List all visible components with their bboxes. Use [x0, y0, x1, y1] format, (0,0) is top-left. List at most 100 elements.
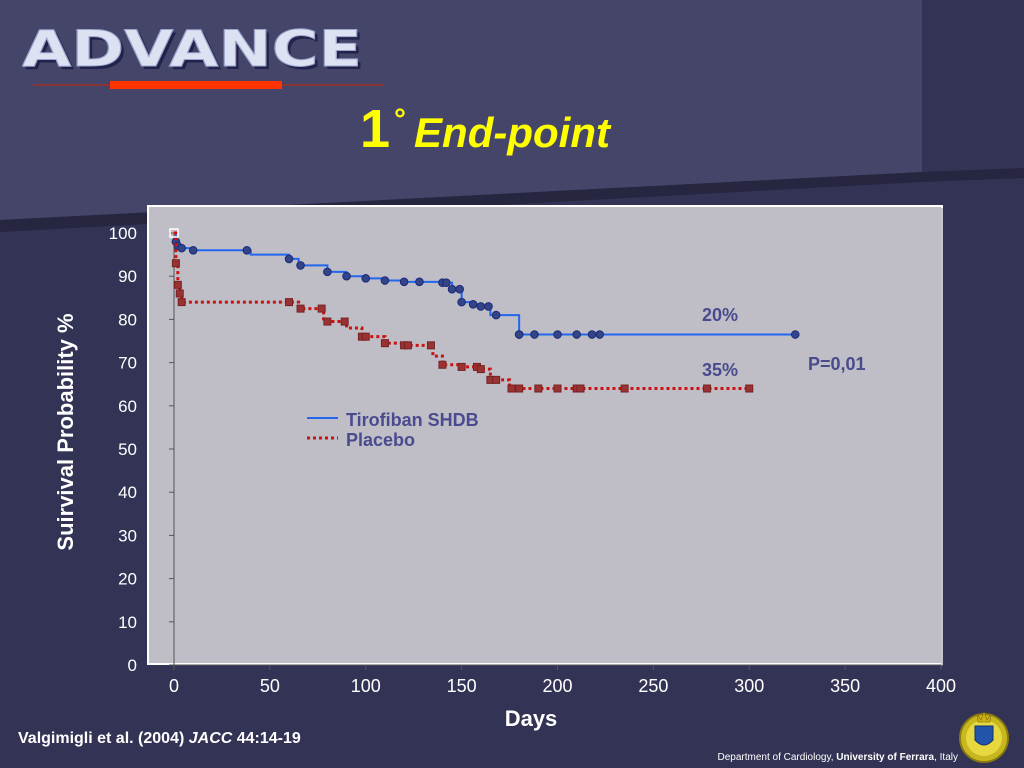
advance-logo: ADVANCE ADVANCE	[22, 20, 384, 89]
censor-marker-placebo	[703, 384, 712, 393]
logo-text: ADVANCE	[22, 20, 362, 78]
censor-marker-tirofiban	[242, 245, 252, 255]
x-tick-label: 150	[447, 676, 477, 696]
censor-marker-tirofiban	[476, 302, 486, 311]
series-layer	[169, 228, 800, 393]
censor-marker-placebo	[426, 341, 435, 350]
dept-university: University of Ferrara	[836, 752, 935, 763]
censor-marker-placebo	[177, 298, 186, 307]
censor-marker-placebo	[171, 259, 180, 268]
dept-suffix: , Italy	[934, 752, 958, 763]
censor-marker-placebo	[403, 341, 412, 350]
censor-marker-placebo	[620, 384, 629, 393]
censor-marker-tirofiban	[342, 271, 351, 281]
censor-marker-placebo	[492, 375, 501, 384]
censor-marker-placebo	[285, 298, 294, 307]
y-tick-label: 10	[118, 613, 137, 632]
censor-marker-tirofiban	[296, 261, 305, 270]
censor-marker-tirofiban	[380, 276, 390, 285]
censor-marker-placebo	[745, 384, 754, 393]
citation-prefix: Valgimigli et al. (2004)	[18, 730, 189, 747]
censor-marker-tirofiban	[415, 277, 424, 287]
x-tick-label: 100	[351, 676, 381, 696]
legend: Tirofiban SHDB Placebo	[307, 410, 479, 450]
censor-marker-placebo	[380, 339, 389, 348]
citation: Valgimigli et al. (2004) JACC 44:14-19	[18, 730, 301, 748]
censor-marker-placebo	[476, 365, 485, 374]
y-tick-label: 60	[118, 397, 137, 416]
dept-prefix: Department of Cardiology,	[717, 752, 837, 763]
censor-marker-placebo	[173, 280, 182, 289]
citation-suffix: 44:14-19	[232, 730, 301, 747]
title-number: 1	[360, 99, 391, 159]
censor-marker-tirofiban	[323, 267, 332, 277]
x-axis-title: Days	[505, 706, 558, 731]
censor-marker-tirofiban	[595, 330, 604, 339]
x-tick-label: 200	[542, 676, 572, 696]
censor-marker-tirofiban	[468, 299, 478, 309]
legend-label-placebo: Placebo	[346, 430, 415, 450]
y-tick-label: 0	[128, 656, 137, 675]
censor-marker-tirofiban	[399, 277, 409, 287]
censor-marker-placebo	[534, 384, 543, 393]
censor-marker-tirofiban	[790, 330, 800, 339]
x-tick-label: 50	[260, 676, 280, 696]
censor-marker-tirofiban	[441, 278, 451, 287]
censor-marker-tirofiban	[361, 274, 371, 283]
censor-marker-placebo	[340, 317, 349, 326]
x-tick-label: 400	[926, 676, 956, 696]
legend-label-tirofiban: Tirofiban SHDB	[346, 410, 479, 430]
censor-marker-tirofiban	[177, 243, 186, 253]
censor-marker-tirofiban	[530, 330, 539, 339]
y-tick-label: 70	[118, 354, 137, 373]
logo-shadow: ADVANCE	[25, 23, 365, 81]
censor-marker-tirofiban	[514, 330, 524, 339]
censor-marker-tirofiban	[457, 297, 466, 307]
censor-marker-placebo	[515, 384, 524, 393]
plot-area	[147, 205, 943, 665]
censor-marker-tirofiban	[553, 330, 562, 339]
x-tick-label: 250	[638, 676, 668, 696]
censor-marker-placebo	[553, 384, 562, 393]
censor-marker-tirofiban	[455, 284, 465, 294]
axes: 0 50 100 150 200 250 300 350 400 0 10 20 30 40 50 60 70 8…	[109, 224, 956, 696]
title-text: End-point	[414, 109, 610, 156]
department-credit: Department of Cardiology, University of …	[718, 752, 959, 763]
annotation-p-value: P=0,01	[808, 354, 866, 374]
censor-marker-tirofiban	[484, 302, 493, 311]
censor-marker-tirofiban	[572, 330, 581, 339]
censor-marker-placebo	[576, 384, 585, 393]
censor-marker-placebo	[457, 362, 466, 371]
censor-marker-placebo	[507, 384, 516, 393]
censor-marker-tirofiban	[284, 254, 294, 264]
censor-marker-tirofiban	[587, 330, 597, 339]
title-degree: °	[394, 103, 407, 136]
censor-marker-placebo	[317, 304, 326, 313]
y-tick-label: 20	[118, 570, 137, 589]
censor-marker-placebo	[175, 289, 184, 298]
y-tick-label: 90	[118, 267, 137, 286]
y-tick-label: 50	[118, 440, 137, 459]
censor-marker-placebo	[438, 360, 447, 369]
university-seal-icon	[959, 710, 1009, 763]
y-tick-label: 30	[118, 526, 137, 545]
y-tick-label: 80	[118, 310, 137, 329]
x-tick-label: 300	[734, 676, 764, 696]
censor-marker-placebo	[323, 317, 332, 326]
citation-journal: JACC	[188, 730, 233, 747]
annotation-placebo-pct: 35%	[702, 360, 738, 380]
y-tick-label: 100	[109, 224, 137, 243]
censor-marker-tirofiban	[491, 310, 501, 320]
start-marker	[169, 228, 179, 238]
censor-marker-placebo	[361, 332, 370, 341]
logo-red-bar	[110, 81, 282, 89]
censor-marker-tirofiban	[188, 245, 198, 255]
censor-marker-placebo	[296, 304, 305, 313]
slide-title: 1 ° End-point	[360, 98, 610, 160]
y-tick-label: 40	[118, 483, 137, 502]
censor-marker-tirofiban	[447, 284, 457, 294]
header-panel	[0, 0, 922, 220]
x-tick-label: 350	[830, 676, 860, 696]
y-axis-title: Suirvival Probability %	[53, 313, 78, 550]
